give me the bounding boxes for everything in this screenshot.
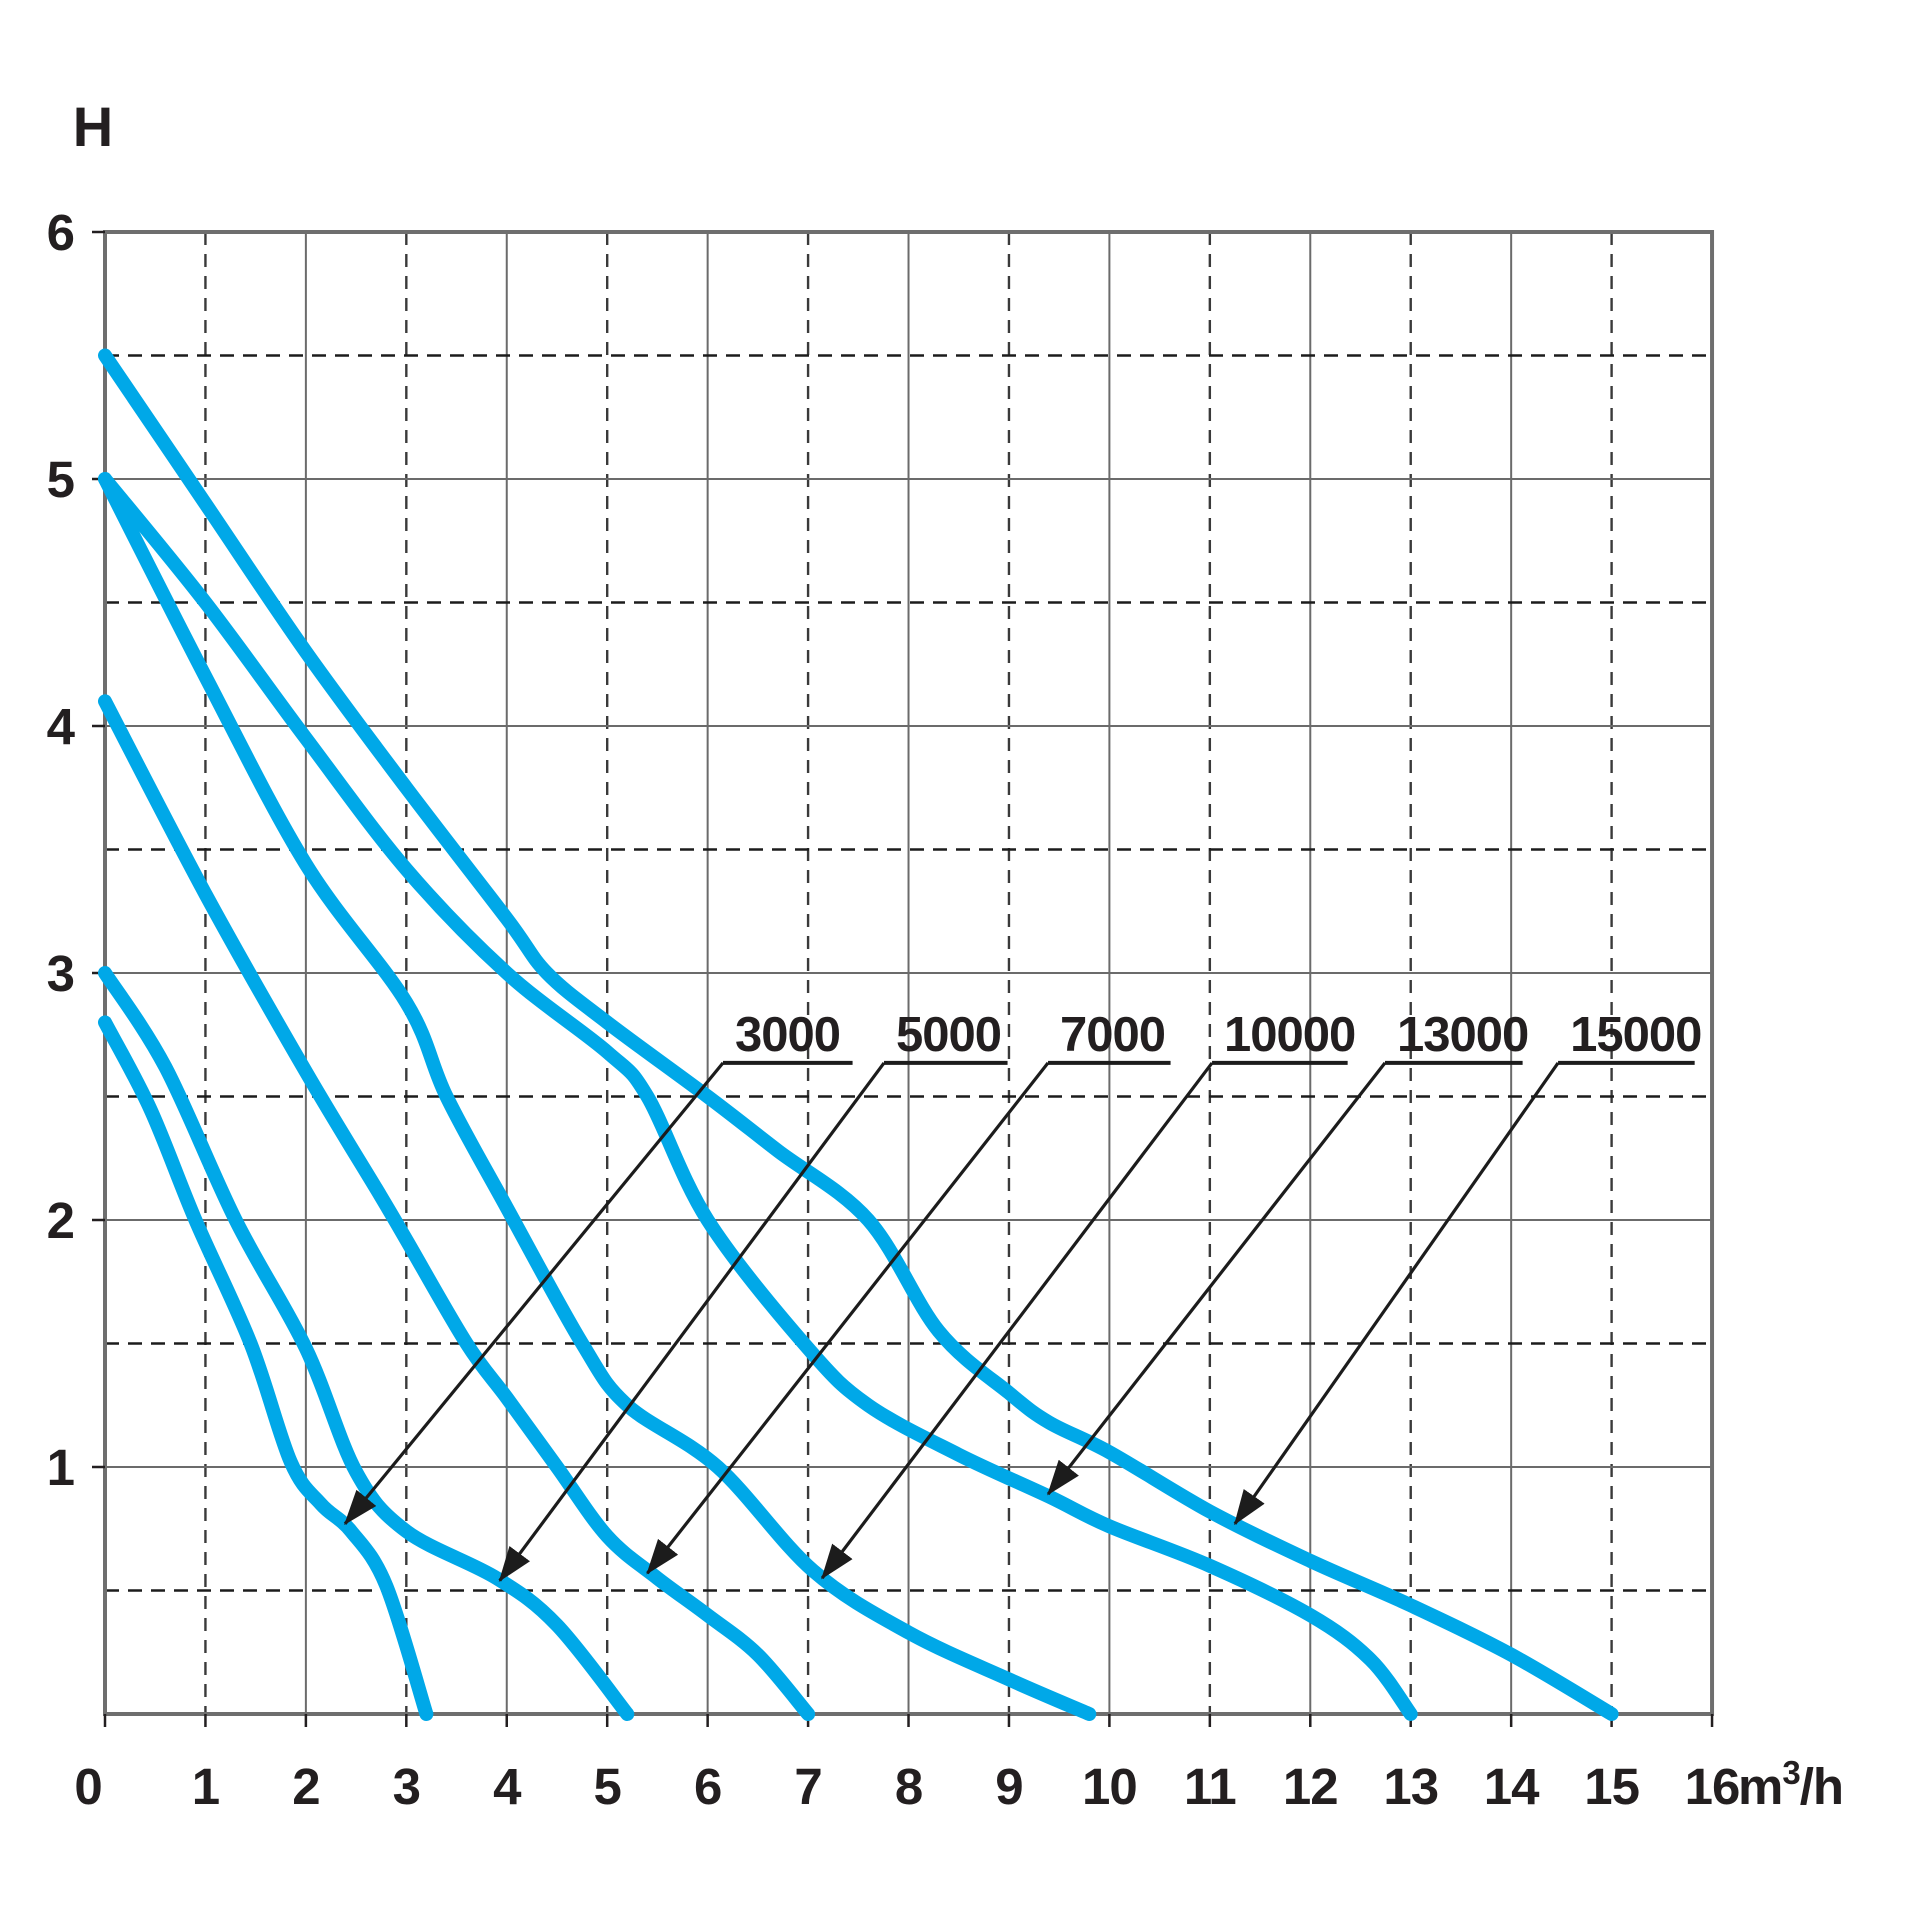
y-axis-title: H <box>73 95 113 158</box>
grid <box>93 232 1713 1714</box>
curve-10000 <box>98 472 1097 1721</box>
y-tick-label-5: 5 <box>47 451 75 508</box>
curve-15000 <box>98 348 1619 1721</box>
x-tick-label-13: 13 <box>1383 1758 1438 1815</box>
label-arrow-10000 <box>820 1061 1214 1580</box>
x-tick-label-15: 15 <box>1584 1758 1639 1815</box>
pump-curves <box>98 348 1619 1721</box>
curve-3000 <box>98 1015 434 1721</box>
x-tick-label-5: 5 <box>594 1758 621 1815</box>
x-tick-label-7: 7 <box>794 1758 821 1815</box>
x-tick-label-6: 6 <box>694 1758 721 1815</box>
x-tick-label-8: 8 <box>895 1758 922 1815</box>
label-arrow-3000 <box>343 1061 725 1526</box>
x-tick-label-10: 10 <box>1082 1758 1137 1815</box>
y-axis-labels: 1 2 3 4 5 6 <box>47 204 76 1496</box>
curve-13000 <box>98 472 1418 1721</box>
x-tick-label-12: 12 <box>1283 1758 1338 1815</box>
x-tick-label-0: 0 <box>74 1758 101 1815</box>
y-tick-label-2: 2 <box>47 1192 75 1249</box>
y-tick-label-4: 4 <box>47 698 76 755</box>
y-tick-label-1: 1 <box>47 1439 75 1496</box>
label-arrow-7000 <box>646 1061 1050 1575</box>
curve-label-7000: 7000 <box>1060 1008 1165 1062</box>
x-tick-label-14: 14 <box>1484 1758 1540 1815</box>
x-tick-label-16: 16 <box>1685 1758 1740 1815</box>
x-tick-label-11: 11 <box>1184 1758 1236 1815</box>
label-arrow-15000 <box>1233 1061 1560 1526</box>
x-tick-label-4: 4 <box>493 1758 522 1815</box>
curve-labels: 3000 5000 7000 10000 13000 15000 <box>343 1008 1702 1582</box>
y-tick-label-3: 3 <box>47 945 75 1002</box>
curve-7000 <box>98 694 816 1721</box>
label-arrow-13000 <box>1046 1061 1387 1496</box>
x-tick-label-3: 3 <box>393 1758 420 1815</box>
curve-label-15000: 15000 <box>1570 1008 1701 1062</box>
curve-label-5000: 5000 <box>896 1008 1001 1062</box>
x-tick-label-2: 2 <box>292 1758 319 1815</box>
x-axis-unit: m3/h <box>1738 1754 1843 1815</box>
x-tick-label-1: 1 <box>192 1758 219 1815</box>
y-tick-label-6: 6 <box>47 204 75 261</box>
curve-label-10000: 10000 <box>1224 1008 1355 1062</box>
label-arrow-5000 <box>498 1061 886 1582</box>
curve-label-3000: 3000 <box>735 1008 840 1062</box>
curve-5000 <box>98 966 635 1721</box>
curve-label-13000: 13000 <box>1397 1008 1528 1062</box>
x-tick-label-9: 9 <box>995 1758 1022 1815</box>
axis-ticks <box>92 230 1714 1727</box>
